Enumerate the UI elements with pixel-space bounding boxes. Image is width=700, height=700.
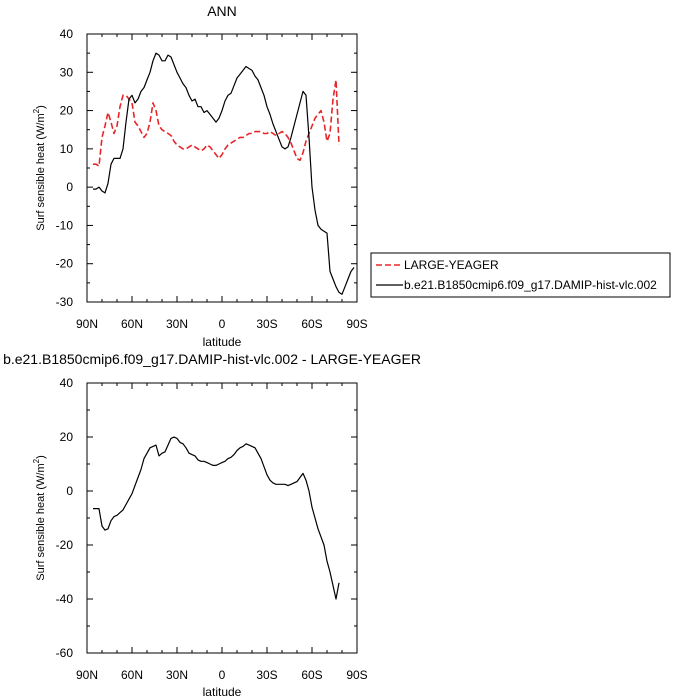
y-tick-label: -20	[56, 538, 74, 552]
y-tick-label: 20	[60, 104, 74, 118]
chart-top-x-axis-label: latitude	[203, 335, 242, 349]
x-tick-label: 90N	[76, 317, 98, 331]
x-tick-label: 0	[219, 317, 226, 331]
y-tick-label: 40	[60, 27, 74, 41]
y-tick-label: 30	[60, 65, 74, 79]
chart-bottom-y-axis-label: Surf sensible heat (W/m2)	[32, 455, 47, 581]
chart-bottom: b.e21.B1850cmip6.f09_g17.DAMIP-hist-vlc.…	[3, 351, 421, 699]
y-tick-label: 0	[66, 180, 73, 194]
chart-bottom-y-axis-label-sup: 2	[32, 458, 41, 463]
chart-top-y-axis-label-main: Surf sensible heat (W/m	[35, 113, 47, 230]
chart-bottom-x-axis-label: latitude	[203, 685, 242, 699]
y-tick-label: 10	[60, 142, 74, 156]
chart-top-series-line-1	[93, 52, 355, 295]
chart-bottom-y-axis: -60 -40 -20 0 20 40	[56, 376, 357, 660]
legend-box	[370, 252, 671, 298]
chart-top-y-axis-label: Surf sensible heat (W/m2)	[32, 105, 47, 231]
y-tick-label: 0	[66, 484, 73, 498]
chart-bottom-series-line-0	[93, 436, 340, 600]
chart-bottom-y-axis-label-end: )	[35, 455, 47, 459]
x-tick-label: 30S	[256, 668, 277, 682]
chart-top-series	[93, 52, 355, 295]
chart-bottom-x-axis: 90N 60N 30N 0 30S 60S 90S	[76, 383, 368, 682]
y-tick-label: 20	[60, 430, 74, 444]
chart-top-x-axis: 90N 60N 30N 0 30S 60S 90S	[76, 34, 368, 331]
y-tick-label: -30	[56, 295, 74, 309]
x-tick-label: 60N	[121, 668, 143, 682]
chart-bottom-plot-frame	[86, 382, 358, 654]
chart-top-title: ANN	[207, 3, 237, 19]
x-tick-label: 90S	[346, 668, 367, 682]
chart-top-y-axis-label-end: )	[35, 105, 47, 109]
x-tick-label: 60N	[121, 317, 143, 331]
x-tick-label: 30S	[256, 317, 277, 331]
y-tick-label: -20	[56, 257, 74, 271]
x-tick-label: 0	[219, 668, 226, 682]
x-tick-label: 90N	[76, 668, 98, 682]
chart-top-series-line-0	[93, 79, 340, 167]
y-tick-label: -60	[56, 646, 74, 660]
chart-bottom-series	[93, 436, 340, 600]
chart-top-y-axis-label-sup: 2	[32, 108, 41, 113]
x-tick-label: 60S	[301, 668, 322, 682]
chart-top-legend: LARGE-YEAGER b.e21.B1850cmip6.f09_g17.DA…	[370, 252, 671, 298]
y-tick-label: -10	[56, 218, 74, 232]
y-tick-label: 40	[60, 376, 74, 390]
chart-top-plot-frame	[86, 33, 358, 303]
legend-label-damip: b.e21.B1850cmip6.f09_g17.DAMIP-hist-vlc.…	[404, 278, 657, 292]
x-tick-label: 30N	[166, 317, 188, 331]
y-tick-label: -40	[56, 592, 74, 606]
legend-label-large-yeager: LARGE-YEAGER	[404, 258, 499, 272]
chart-top-y-axis: -30 -20 -10 0 10 20 30 40	[56, 27, 357, 309]
x-tick-label: 60S	[301, 317, 322, 331]
x-tick-label: 90S	[346, 317, 367, 331]
chart-bottom-title: b.e21.B1850cmip6.f09_g17.DAMIP-hist-vlc.…	[3, 351, 421, 367]
chart-bottom-y-axis-label-main: Surf sensible heat (W/m	[35, 463, 47, 580]
x-tick-label: 30N	[166, 668, 188, 682]
